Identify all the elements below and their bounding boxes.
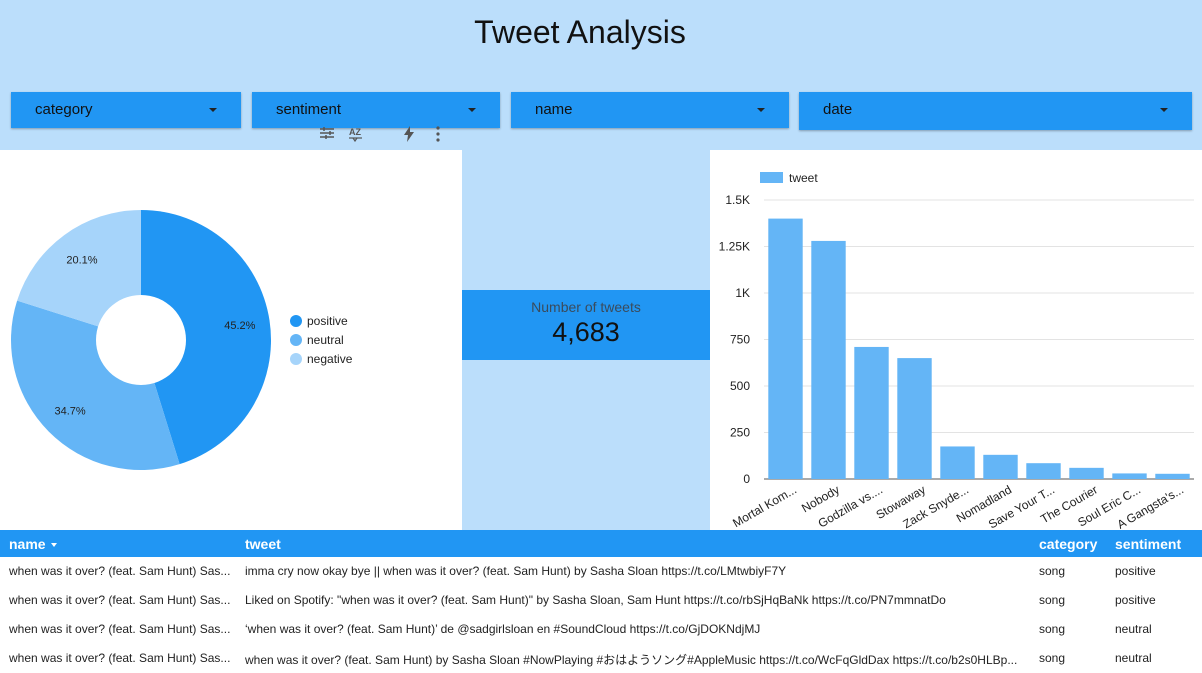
- cell-category: song: [1039, 593, 1066, 607]
- donut-hole: [96, 295, 186, 385]
- bar[interactable]: [768, 218, 803, 479]
- legend-swatch-tweet: [760, 172, 783, 183]
- table-row[interactable]: when was it over? (feat. Sam Hunt) Sas..…: [0, 586, 1202, 615]
- cell-sentiment: neutral: [1115, 622, 1152, 636]
- date-filter[interactable]: date: [799, 92, 1192, 130]
- table-row[interactable]: when was it over? (feat. Sam Hunt) Sas..…: [0, 615, 1202, 644]
- legend-swatch-neutral: [290, 334, 302, 346]
- cell-name: when was it over? (feat. Sam Hunt) Sas..…: [9, 564, 231, 578]
- date-filter-label: date: [823, 101, 853, 118]
- column-header-name-label: name: [9, 536, 46, 552]
- legend-label-neutral[interactable]: neutral: [307, 333, 344, 347]
- bar[interactable]: [1112, 473, 1147, 479]
- cell-name: when was it over? (feat. Sam Hunt) Sas..…: [9, 593, 231, 607]
- sort-az-icon[interactable]: AZ: [347, 126, 365, 144]
- category-filter-label: category: [35, 101, 93, 118]
- y-tick-label: 0: [743, 472, 750, 486]
- y-tick-label: 750: [730, 333, 750, 347]
- cell-sentiment: positive: [1115, 593, 1156, 607]
- bar[interactable]: [940, 446, 975, 479]
- legend-label-positive[interactable]: positive: [307, 314, 348, 328]
- cell-name: when was it over? (feat. Sam Hunt) Sas..…: [9, 651, 231, 665]
- bar[interactable]: [1069, 467, 1104, 479]
- bar[interactable]: [983, 454, 1018, 479]
- cell-tweet: ‘when was it over? (feat. Sam Hunt)’ de …: [245, 622, 761, 636]
- y-tick-label: 1K: [735, 286, 750, 300]
- pie-slice-label: 20.1%: [66, 254, 97, 266]
- x-tick-label: Mortal Kom...: [730, 482, 799, 530]
- dropdown-caret-icon: [1160, 108, 1168, 112]
- cell-category: song: [1039, 622, 1066, 636]
- sentiment-filter-label: sentiment: [276, 101, 342, 118]
- legend-swatch-negative: [290, 353, 302, 365]
- bar[interactable]: [811, 240, 846, 479]
- pie-slice-label: 45.2%: [224, 320, 255, 332]
- sentiment-filter[interactable]: sentiment: [252, 92, 500, 128]
- column-header-category[interactable]: category: [1039, 536, 1098, 552]
- table-row[interactable]: when was it over? (feat. Sam Hunt) Sas..…: [0, 557, 1202, 586]
- cell-category: song: [1039, 564, 1066, 578]
- tweets-table: name tweet category sentiment when was i…: [0, 530, 1202, 673]
- dropdown-caret-icon: [757, 108, 765, 112]
- scorecard-value: 4,683: [552, 317, 620, 347]
- cell-tweet: Liked on Spotify: "when was it over? (fe…: [245, 593, 946, 607]
- legend-swatch-positive: [290, 315, 302, 327]
- cell-category: song: [1039, 651, 1066, 665]
- scorecard-label: Number of tweets: [531, 299, 641, 315]
- bar[interactable]: [1026, 463, 1061, 479]
- table-row[interactable]: when was it over? (feat. Sam Hunt) Sas..…: [0, 644, 1202, 673]
- y-tick-label: 1.25K: [719, 240, 750, 254]
- column-header-name[interactable]: name: [9, 536, 57, 552]
- pie-chart-svg: 45.2% 34.7% 20.1% positive neutral negative: [10, 210, 353, 470]
- cell-sentiment: neutral: [1115, 651, 1152, 665]
- dropdown-caret-icon: [468, 108, 476, 112]
- lightning-icon[interactable]: [400, 126, 418, 144]
- name-filter-label: name: [535, 101, 573, 118]
- tweets-by-name-bar-chart[interactable]: tweet 0 250 500 750 1K 1.25K 1.5K Mortal Kom... N…: [710, 150, 1202, 532]
- pie-slice-positive[interactable]: [141, 210, 272, 465]
- cell-tweet: imma cry now okay bye || when was it ove…: [245, 564, 787, 578]
- y-tick-label: 250: [730, 426, 750, 440]
- sentiment-pie-chart[interactable]: 45.2% 34.7% 20.1% positive neutral negative: [0, 150, 462, 530]
- table-header: name tweet category sentiment: [0, 530, 1202, 557]
- sort-desc-icon: [50, 543, 57, 548]
- y-tick-label: 500: [730, 379, 750, 393]
- category-filter[interactable]: category: [11, 92, 241, 128]
- column-header-tweet[interactable]: tweet: [245, 536, 281, 552]
- cell-tweet: when was it over? (feat. Sam Hunt) by Sa…: [245, 653, 1018, 667]
- bar[interactable]: [854, 346, 889, 479]
- bar[interactable]: [1155, 473, 1190, 479]
- pie-slice-label: 34.7%: [54, 405, 85, 417]
- column-header-sentiment[interactable]: sentiment: [1115, 536, 1182, 552]
- tweet-count-scorecard[interactable]: Number of tweets 4,683: [462, 290, 710, 360]
- more-vert-icon[interactable]: [429, 126, 447, 144]
- cell-name: when was it over? (feat. Sam Hunt) Sas..…: [9, 622, 231, 636]
- legend-label-negative[interactable]: negative: [307, 352, 353, 366]
- filter-sliders-icon[interactable]: [318, 126, 336, 144]
- svg-text:AZ: AZ: [349, 127, 361, 137]
- bar[interactable]: [897, 358, 932, 479]
- name-filter[interactable]: name: [511, 92, 789, 128]
- cell-sentiment: positive: [1115, 564, 1156, 578]
- dropdown-caret-icon: [209, 108, 217, 112]
- y-tick-label: 1.5K: [725, 193, 750, 207]
- legend-label-tweet[interactable]: tweet: [789, 171, 818, 185]
- page-title: Tweet Analysis: [474, 14, 686, 50]
